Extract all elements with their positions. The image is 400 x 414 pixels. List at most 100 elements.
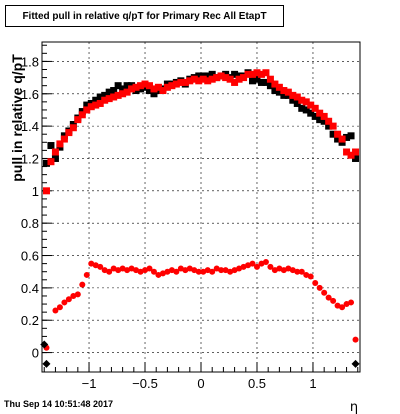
data-point [302,98,310,106]
data-point [266,82,274,90]
data-point [105,88,113,96]
data-point [316,116,324,124]
data-point [249,70,257,78]
data-point [311,104,319,112]
data-point [338,135,346,143]
data-point [289,91,297,99]
data-point [40,340,49,349]
data-point [289,96,297,104]
data-point [320,117,328,125]
data-point [177,78,185,86]
data-point [173,268,180,275]
data-point [284,88,292,96]
data-point [74,291,81,298]
y-tick-label: 1.6 [21,87,39,102]
data-point [119,90,127,98]
data-point [190,75,198,83]
y-tick-label: 0.4 [21,281,39,296]
data-point [96,99,104,107]
y-tick-label: 1.8 [21,54,39,69]
data-point [347,151,355,159]
data-point [312,280,319,287]
data-point [307,273,314,280]
data-point [150,90,158,98]
data-point [119,85,127,93]
data-point [347,132,355,140]
data-point [213,74,221,82]
data-point [343,148,351,156]
data-point [150,85,158,93]
x-tick-label: −0.5 [132,376,158,391]
data-point [325,117,333,125]
y-tick-label: 1 [32,184,39,199]
data-point [352,154,360,162]
data-point [280,91,288,99]
data-point [257,78,265,86]
data-point [145,87,153,95]
data-point [298,104,306,112]
data-point [105,95,113,103]
data-point [325,122,333,130]
data-point [352,148,360,156]
data-point [101,96,109,104]
data-point [78,111,86,119]
data-point [352,336,359,343]
data-point [181,78,189,86]
data-point [217,72,225,80]
x-tick-label: 1 [309,376,316,391]
y-tick-label: 0.6 [21,249,39,264]
data-point [65,296,72,303]
x-tick-label: 0.5 [248,376,266,391]
data-point [195,268,202,275]
data-point [154,83,162,91]
data-point [208,70,216,78]
data-point [316,284,323,291]
data-point [74,116,82,124]
data-point [253,263,260,270]
data-point [56,140,64,148]
data-point [231,78,239,86]
data-point [61,299,68,306]
data-point [56,304,63,311]
data-point [298,96,306,104]
data-point [128,85,136,93]
x-axis-label: η [350,400,358,414]
data-point [168,82,176,90]
data-point [262,78,270,86]
y-tick-label: 1.2 [21,151,39,166]
data-point [244,70,252,78]
data-point [275,83,283,91]
y-tick-label: 0.2 [21,313,39,328]
data-point [307,109,315,117]
data-point [132,83,140,91]
data-point [316,109,324,117]
data-point [271,87,279,95]
data-point [163,83,171,91]
x-tick-label: 0 [197,376,204,391]
data-point [249,77,257,85]
data-point [293,99,301,107]
data-point [97,263,104,270]
data-point [51,154,59,162]
data-point [92,96,100,104]
data-point [47,142,55,150]
data-point [298,268,305,275]
data-point [280,87,288,95]
data-point [51,148,59,156]
data-point [240,74,248,82]
data-point [231,70,239,78]
data-point [42,159,50,167]
data-point [110,93,118,101]
data-point [101,91,109,99]
data-point [339,304,346,311]
data-point [348,299,355,306]
data-point [110,87,118,95]
footer-timestamp: Thu Sep 14 10:51:48 2017 [4,399,114,409]
data-point [106,268,113,275]
data-point [150,268,157,275]
data-point [83,271,90,278]
data-point [87,103,95,111]
data-point [172,80,180,88]
data-point [204,72,212,80]
